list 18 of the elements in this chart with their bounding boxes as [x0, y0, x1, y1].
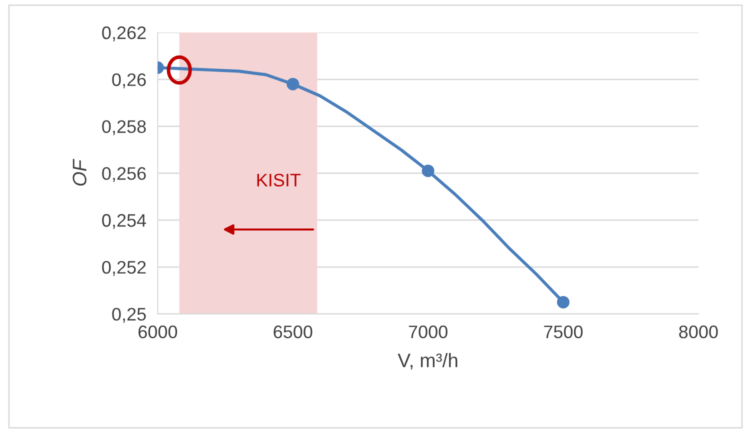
- x-tick-label: 6500: [274, 326, 312, 338]
- x-tick-label: 7000: [408, 326, 448, 338]
- y-axis-title: OF: [72, 158, 86, 186]
- point: [286, 78, 300, 90]
- x-axis-title: V, m³/h: [398, 352, 458, 370]
- x-tick-label: 7500: [544, 326, 583, 338]
- y-tick-label: 0,258: [102, 120, 146, 136]
- y-tick-label: 0,262: [102, 26, 146, 42]
- point: [422, 164, 434, 178]
- y-tick-label: 0,254: [102, 214, 146, 229]
- point: [557, 296, 570, 308]
- annotation: KISIT: [257, 174, 301, 186]
- y-tick-label: 0,252: [102, 260, 146, 276]
- y-tick-label: 0,25: [112, 308, 146, 323]
- x-tick-label: 8000: [679, 326, 718, 338]
- x-tick-label: 6000: [138, 326, 178, 338]
- y-tick-label: 0,26: [112, 73, 146, 88]
- y-tick-label: 0,256: [102, 167, 146, 182]
